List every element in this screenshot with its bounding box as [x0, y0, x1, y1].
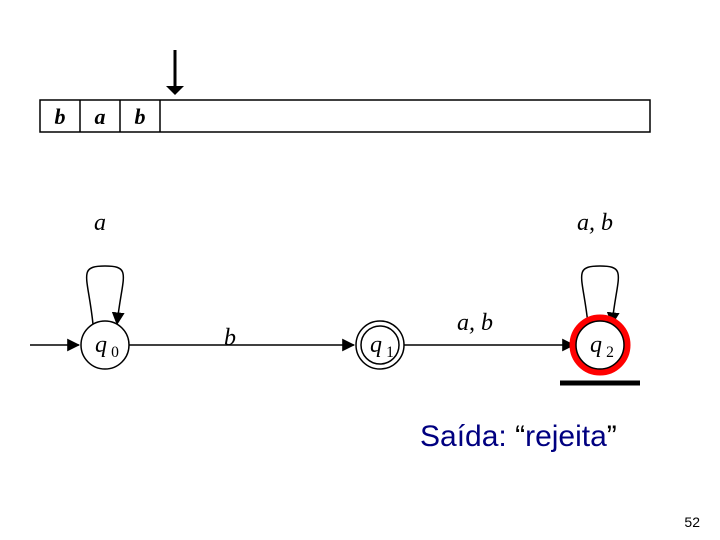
- output-label: Saída: “rejeita”: [420, 420, 617, 454]
- diagram-canvas: bababa, ba, bq0q1q2: [0, 0, 720, 540]
- tape-cell-label: b: [55, 104, 66, 129]
- tape-box: [40, 100, 650, 132]
- edge-loop: [87, 266, 124, 324]
- state-label-sub: 0: [111, 344, 119, 361]
- output-quote-close: ”: [607, 420, 617, 453]
- output-text: rejeita: [525, 420, 607, 453]
- edge-label: a, b: [457, 310, 493, 336]
- state-label-sub: 1: [386, 344, 394, 361]
- output-quote-open: “: [515, 420, 525, 453]
- state-label-sub: 2: [606, 344, 614, 361]
- state-label: q: [370, 332, 382, 358]
- state-label: q: [95, 332, 107, 358]
- page-number: 52: [684, 514, 700, 530]
- tape-head-arrowhead: [166, 86, 184, 95]
- tape-cell-label: a: [95, 104, 106, 129]
- tape-cell-label: b: [135, 104, 146, 129]
- edge-label: a, b: [577, 210, 613, 236]
- output-prefix: Saída:: [420, 420, 515, 453]
- state-label: q: [590, 332, 602, 358]
- edge-label: a: [94, 210, 106, 236]
- edge-label: b: [224, 325, 236, 351]
